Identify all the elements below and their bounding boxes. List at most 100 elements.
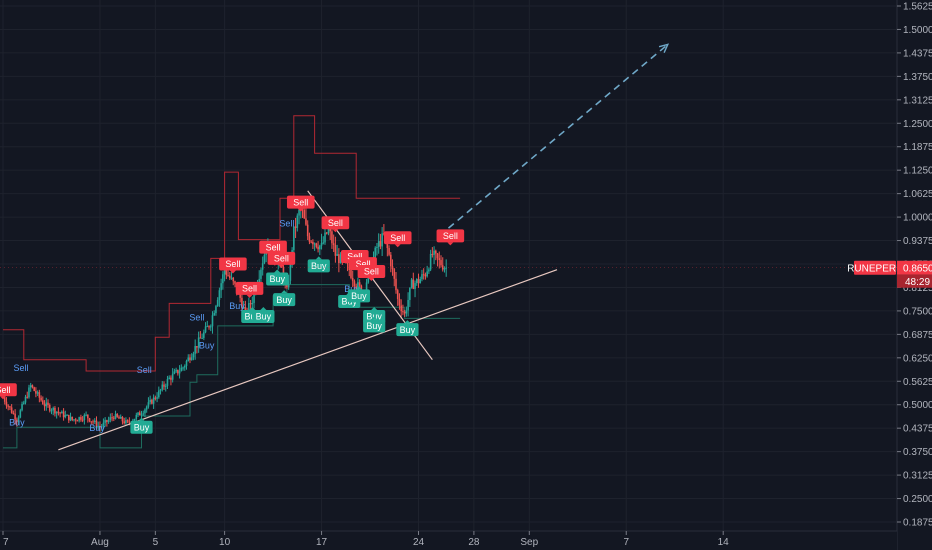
candle-body bbox=[183, 365, 186, 368]
candle-body bbox=[433, 250, 435, 255]
candle-body bbox=[71, 416, 74, 420]
candle-body bbox=[140, 414, 143, 416]
time-axis[interactable]: 7 Aug 5 10 17 24 28 Sep 7 14 bbox=[0, 530, 897, 550]
sell-signal-badge: Sell bbox=[357, 265, 386, 282]
candle-body bbox=[443, 268, 446, 270]
signal-badge-text: Sell bbox=[274, 254, 289, 264]
candle-body bbox=[187, 357, 190, 362]
resistance-step-line bbox=[3, 115, 461, 372]
candle-body bbox=[218, 290, 221, 300]
drawn-trendlines[interactable] bbox=[58, 43, 670, 451]
price-tick-label: 0.6250 bbox=[903, 353, 932, 364]
time-tick-label: 28 bbox=[468, 537, 480, 548]
candle-body bbox=[346, 262, 349, 264]
candle-body bbox=[209, 326, 212, 328]
candle-body bbox=[90, 421, 93, 423]
time-tick-label: 14 bbox=[718, 537, 730, 548]
signal-badge-bg bbox=[235, 281, 264, 295]
candle-body bbox=[348, 263, 351, 270]
candle-body bbox=[377, 241, 380, 247]
candle-body bbox=[287, 280, 290, 288]
candle-body bbox=[83, 414, 86, 420]
candle-body bbox=[151, 399, 153, 404]
candle-body bbox=[17, 417, 20, 423]
signal-badge-bg bbox=[267, 251, 296, 265]
candle-body bbox=[206, 326, 209, 328]
candle-body bbox=[40, 397, 42, 401]
candle-body bbox=[156, 397, 158, 399]
candle-body bbox=[171, 373, 174, 380]
candle-body bbox=[263, 254, 266, 264]
price-tick-label: 1.1875 bbox=[903, 142, 932, 153]
candle-body bbox=[429, 253, 432, 270]
candle-body bbox=[99, 425, 101, 428]
time-tick-label: Sep bbox=[520, 537, 538, 548]
candle-body bbox=[241, 297, 243, 309]
candle-body bbox=[381, 233, 383, 247]
candle-body bbox=[178, 371, 181, 374]
signal-badge-pointer bbox=[447, 242, 454, 246]
candle-body bbox=[43, 404, 46, 407]
candle-body bbox=[50, 410, 53, 412]
candle-body bbox=[102, 422, 105, 427]
candle-body bbox=[253, 292, 255, 304]
buy-signal-badge: Buy bbox=[363, 316, 386, 333]
candle-body bbox=[298, 209, 300, 216]
signal-badge-text: Sell bbox=[356, 259, 371, 269]
candle-body bbox=[223, 270, 226, 275]
candle-body bbox=[73, 419, 75, 421]
price-tick-label: 0.7500 bbox=[903, 306, 932, 317]
sell-signal-badge: Sell bbox=[0, 383, 17, 400]
candle-body bbox=[145, 406, 148, 410]
candle-body bbox=[216, 299, 219, 307]
candle-body bbox=[310, 241, 312, 243]
candle-body bbox=[76, 420, 79, 422]
candle-body bbox=[116, 413, 119, 417]
price-tick-label: 1.1250 bbox=[903, 166, 932, 177]
buy-signal-badge: Buy bbox=[252, 307, 275, 324]
candle-body bbox=[12, 412, 15, 414]
signal-badge-pointer bbox=[274, 269, 281, 273]
candle-body bbox=[14, 413, 16, 420]
signal-badge-bg bbox=[383, 231, 412, 245]
candle-body bbox=[398, 298, 401, 306]
signal-badge-bg bbox=[219, 257, 247, 271]
candle-body bbox=[332, 243, 335, 246]
time-tick-label: 5 bbox=[153, 537, 159, 548]
candle-body bbox=[317, 246, 319, 250]
candle-body bbox=[410, 279, 413, 288]
faint-signal-label: Buy bbox=[229, 301, 245, 311]
candle-body bbox=[69, 416, 72, 421]
candle-body bbox=[244, 307, 247, 311]
candle-body bbox=[168, 377, 170, 380]
signal-badge-pointer bbox=[260, 307, 267, 311]
candle-body bbox=[166, 379, 169, 386]
candle-body bbox=[211, 315, 214, 327]
candle-body bbox=[199, 337, 202, 339]
candle-body bbox=[81, 419, 84, 421]
candle-body bbox=[36, 392, 39, 394]
candle-body bbox=[431, 253, 434, 255]
candle-body bbox=[92, 421, 94, 423]
price-tags: RUNEPERP 0.8650 48:29 bbox=[0, 260, 932, 288]
candle-body bbox=[182, 367, 184, 369]
signal-badge-text: Sell bbox=[225, 259, 240, 269]
signal-badge-bg bbox=[266, 272, 289, 286]
candle-body bbox=[59, 412, 61, 414]
candle-body bbox=[426, 271, 428, 277]
candle-body bbox=[351, 277, 354, 282]
candle-body bbox=[400, 305, 402, 312]
candle-body bbox=[173, 371, 176, 374]
candle-body bbox=[421, 274, 423, 280]
candle-body bbox=[390, 254, 392, 267]
signal-badge-pointer bbox=[394, 244, 401, 248]
chart-grid bbox=[0, 0, 897, 531]
projection-arrow-line bbox=[438, 43, 669, 237]
candle-body bbox=[204, 326, 207, 333]
time-tick-label: 7 bbox=[623, 537, 629, 548]
candle-body bbox=[113, 417, 115, 419]
candle-body bbox=[111, 417, 113, 419]
candle-body bbox=[308, 236, 311, 242]
signal-badge-text: Buy bbox=[269, 274, 285, 284]
